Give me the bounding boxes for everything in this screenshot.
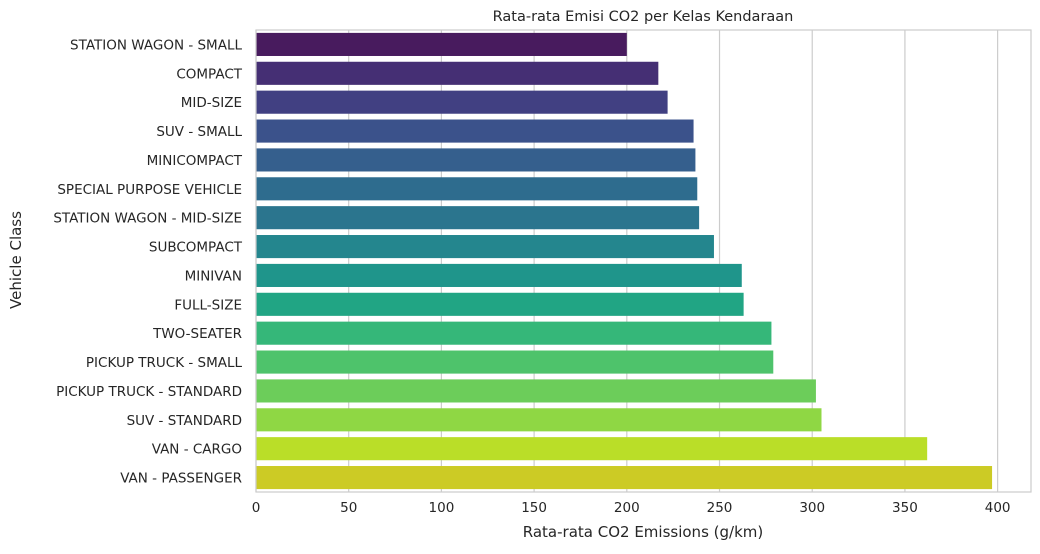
bar <box>256 408 822 432</box>
bar <box>256 32 627 56</box>
x-tick-label: 50 <box>340 500 357 516</box>
x-tick-label: 200 <box>614 500 640 516</box>
bar <box>256 90 668 114</box>
y-tick-label: SPECIAL PURPOSE VEHICLE <box>57 182 242 198</box>
bar <box>256 379 816 403</box>
y-tick-label: PICKUP TRUCK - STANDARD <box>56 384 242 400</box>
y-tick-labels: STATION WAGON - SMALL COMPACT MID-SIZE SUV … <box>53 37 242 486</box>
x-tick-label: 350 <box>892 500 918 516</box>
bar <box>256 206 700 230</box>
bar <box>256 321 772 345</box>
y-tick-label: STATION WAGON - SMALL <box>70 37 242 53</box>
x-tick-label: 100 <box>429 500 455 516</box>
bar <box>256 350 774 374</box>
x-tick-label: 0 <box>252 500 261 516</box>
y-tick-label: FULL-SIZE <box>174 297 242 313</box>
chart-title: Rata-rata Emisi CO2 per Kelas Kendaraan <box>493 9 794 25</box>
y-tick-label: SUBCOMPACT <box>149 240 243 256</box>
y-tick-label: TWO-SEATER <box>152 326 242 342</box>
y-tick-label: MINICOMPACT <box>147 153 243 169</box>
bar <box>256 177 698 201</box>
x-tick-label: 150 <box>521 500 547 516</box>
bar <box>256 292 744 316</box>
y-tick-label: COMPACT <box>176 66 242 82</box>
y-tick-label: VAN - PASSENGER <box>120 471 242 487</box>
bar <box>256 466 993 490</box>
x-tick-label: 250 <box>707 500 733 516</box>
y-tick-label: SUV - SMALL <box>156 124 242 140</box>
y-tick-label: MID-SIZE <box>181 95 242 111</box>
x-tick-labels: 0 50 100 150 200 250 300 350 400 <box>252 500 1011 516</box>
y-axis-label: Vehicle Class <box>7 211 25 309</box>
x-tick-label: 400 <box>985 500 1011 516</box>
plot-frame <box>255 29 1032 493</box>
y-tick-label: MINIVAN <box>185 268 242 284</box>
y-tick-label: PICKUP TRUCK - SMALL <box>86 355 243 371</box>
bar <box>256 119 694 143</box>
y-tick-label: SUV - STANDARD <box>127 413 242 429</box>
bars <box>256 32 993 490</box>
x-axis-label: Rata-rata CO2 Emissions (g/km) <box>523 523 763 541</box>
bar <box>256 61 659 85</box>
y-tick-label: VAN - CARGO <box>152 442 242 458</box>
bar <box>256 437 928 461</box>
bar <box>256 148 696 172</box>
bar <box>256 263 742 287</box>
y-tick-label: STATION WAGON - MID-SIZE <box>53 211 242 227</box>
bar <box>256 235 714 259</box>
x-tick-label: 300 <box>799 500 825 516</box>
